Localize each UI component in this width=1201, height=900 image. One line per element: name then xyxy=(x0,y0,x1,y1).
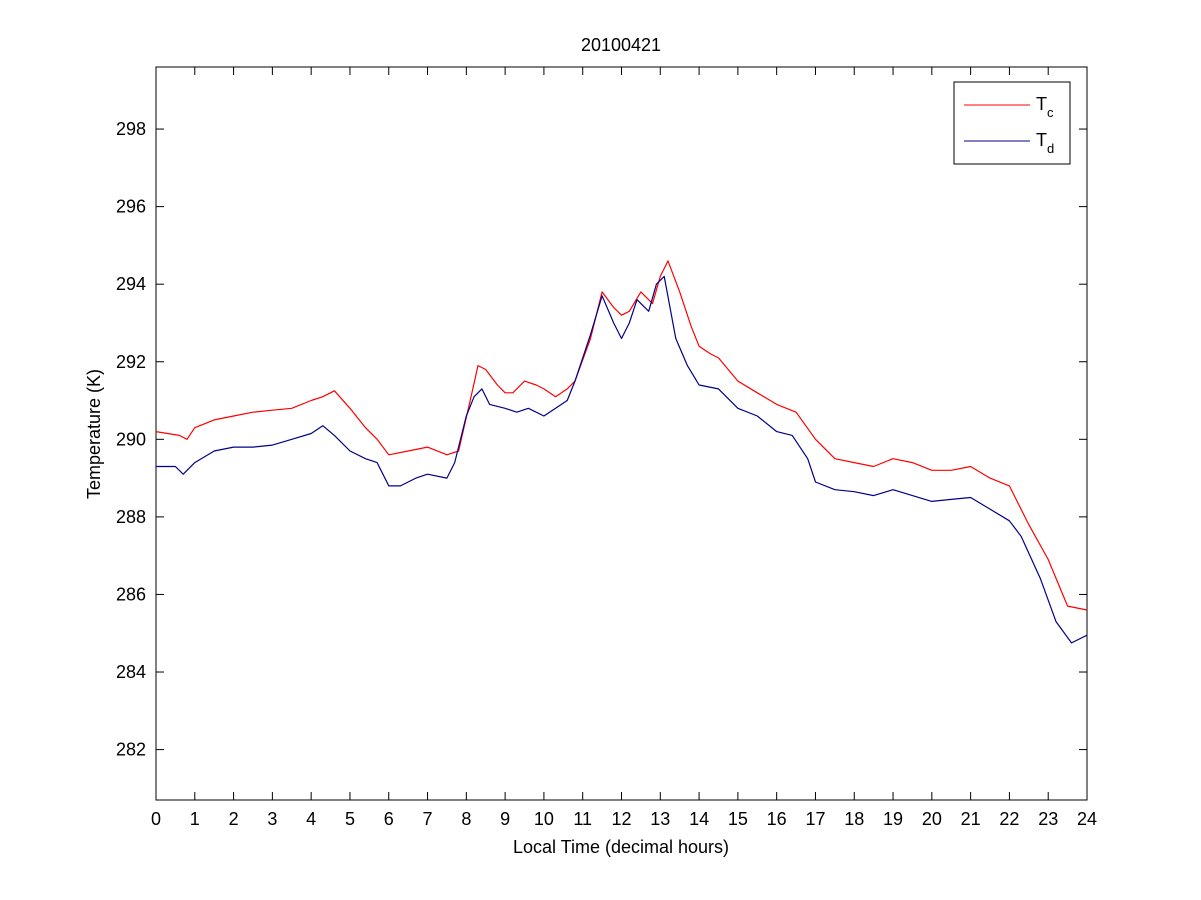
x-tick-label: 18 xyxy=(844,809,864,829)
plot-area xyxy=(155,66,1088,801)
x-tick-label: 21 xyxy=(961,809,981,829)
x-tick-label: 9 xyxy=(500,809,510,829)
series-line-c xyxy=(155,260,1088,611)
series-line-d xyxy=(156,275,1088,644)
x-axis: 0 1 2 3 4 5 6 7 8 9 10 11 12 13 14 15 16 17 18 19 20 21 22 23 24 xyxy=(151,67,1097,829)
y-tick-label: 290 xyxy=(116,429,146,449)
legend-label-td: Td xyxy=(1036,130,1054,156)
y-axis-label: Temperature (K) xyxy=(84,369,104,499)
series-lines xyxy=(155,260,1088,644)
x-tick-label: 14 xyxy=(689,809,709,829)
y-tick-label: 296 xyxy=(116,197,146,217)
x-tick-label: 4 xyxy=(306,809,316,829)
y-axis: 282 284 286 288 290 292 294 296 298 xyxy=(116,119,1087,760)
x-tick-label: 11 xyxy=(573,809,592,829)
y-tick-label: 294 xyxy=(116,274,146,294)
x-tick-label: 20 xyxy=(922,809,942,829)
x-tick-label: 22 xyxy=(999,809,1019,829)
y-tick-label: 298 xyxy=(116,119,146,139)
x-tick-label: 15 xyxy=(728,809,748,829)
x-tick-label: 0 xyxy=(151,809,161,829)
x-tick-label: 10 xyxy=(534,809,554,829)
x-tick-label: 24 xyxy=(1077,809,1097,829)
legend: Tc Td xyxy=(953,81,1071,165)
x-axis-label: Local Time (decimal hours) xyxy=(513,837,729,857)
x-tick-label: 16 xyxy=(767,809,787,829)
legend-label-tc: Tc xyxy=(1036,94,1054,120)
x-tick-label: 13 xyxy=(650,809,670,829)
x-tick-label: 5 xyxy=(345,809,355,829)
legend-box xyxy=(953,81,1071,165)
x-tick-label: 23 xyxy=(1038,809,1058,829)
x-tick-label: 6 xyxy=(384,809,394,829)
x-tick-label: 3 xyxy=(267,809,277,829)
x-tick-label: 1 xyxy=(190,809,200,829)
x-tick-label: 2 xyxy=(229,809,239,829)
y-tick-label: 282 xyxy=(116,740,146,760)
y-tick-label: 286 xyxy=(116,584,146,604)
y-tick-label: 292 xyxy=(116,352,146,372)
y-tick-label: 284 xyxy=(116,662,146,682)
x-tick-label: 12 xyxy=(611,809,631,829)
x-tick-label: 19 xyxy=(883,809,903,829)
x-tick-label: 7 xyxy=(423,809,433,829)
chart-title: 20100421 xyxy=(581,35,661,55)
x-tick-label: 17 xyxy=(805,809,825,829)
x-tick-label: 8 xyxy=(461,809,471,829)
y-tick-label: 288 xyxy=(116,507,146,527)
